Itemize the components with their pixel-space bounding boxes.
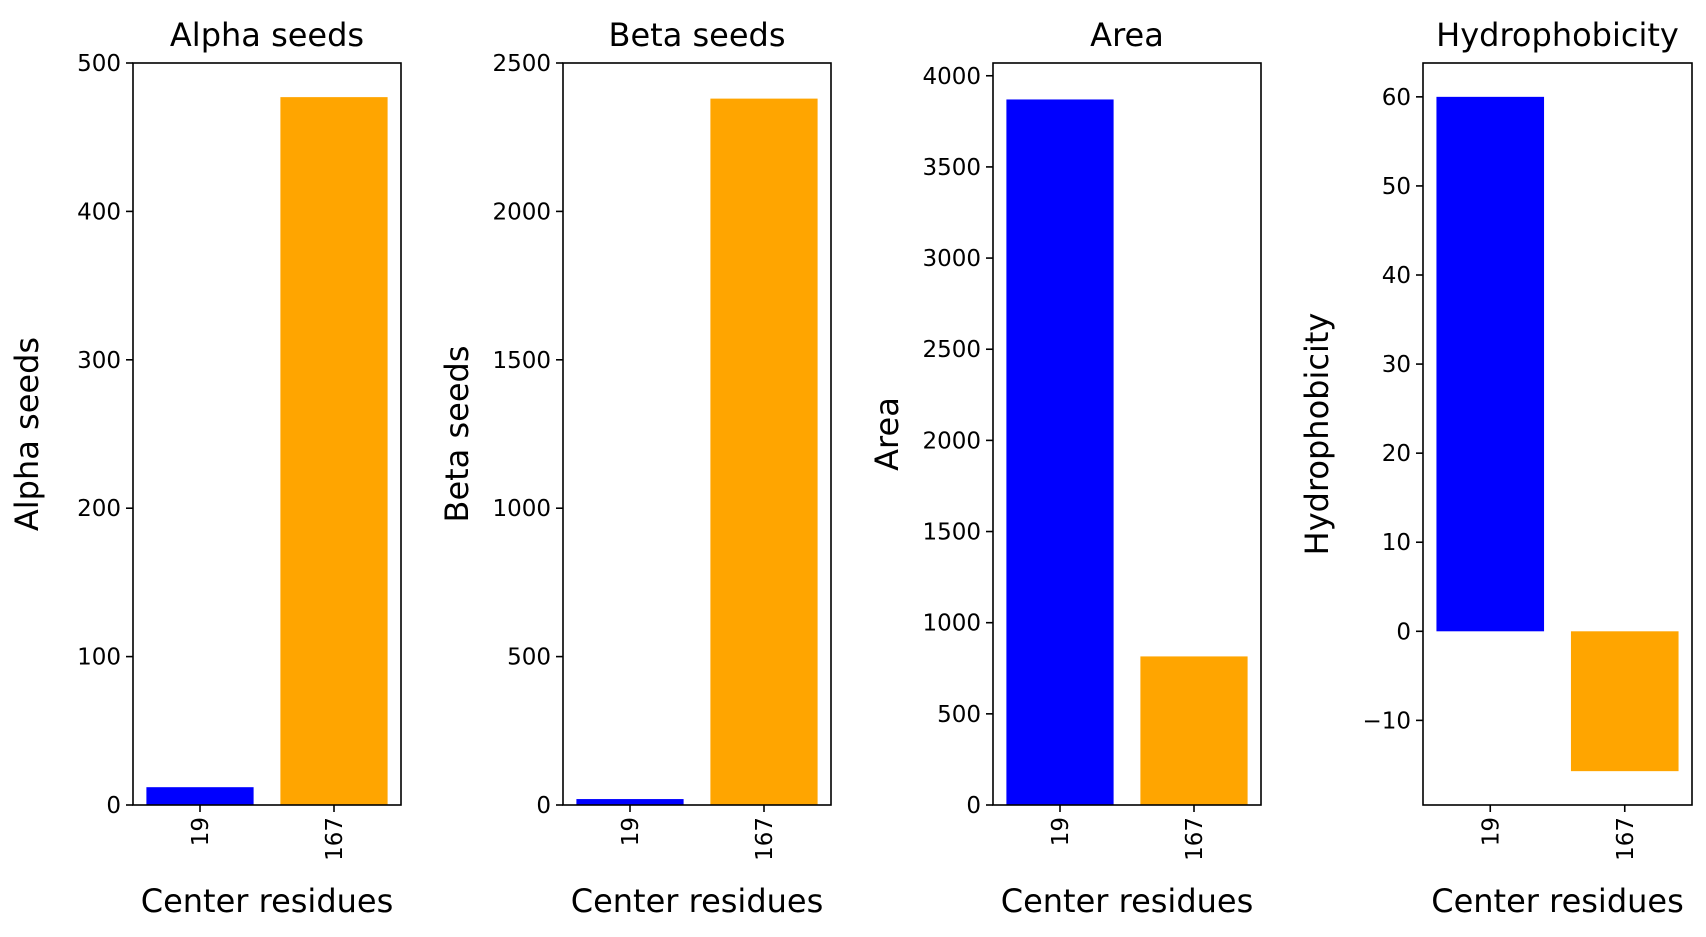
y-tick-label: 1000: [922, 611, 981, 637]
y-tick-label: 0: [106, 793, 121, 819]
y-tick-label: 0: [1396, 619, 1411, 645]
y-axis-label: Area: [868, 397, 906, 471]
x-tick-label: 167: [752, 817, 778, 861]
y-tick-label: 500: [77, 51, 121, 77]
bar-167: [710, 98, 818, 806]
x-tick-label: 19: [618, 817, 644, 846]
bar-19: [146, 787, 254, 805]
chart-title: Alpha seeds: [170, 16, 364, 54]
subplot-alpha-seeds: Alpha seeds Alpha seeds Center residues …: [8, 16, 402, 920]
axes-frame: [992, 62, 1262, 806]
y-tick-label: 2500: [922, 337, 981, 363]
y-tick-label: 2000: [492, 199, 551, 225]
y-tick-label: 50: [1382, 174, 1411, 200]
y-tick-label: 1500: [492, 348, 551, 374]
y-tick-label: 2000: [922, 428, 981, 454]
y-tick-label: 100: [77, 645, 121, 671]
chart-title: Area: [1090, 16, 1164, 54]
y-axis-label: Alpha seeds: [8, 337, 46, 531]
y-tick-label: 3000: [922, 246, 981, 272]
x-axis-label: Center residues: [141, 882, 394, 920]
bar-19: [1006, 99, 1114, 805]
bar-167: [1570, 631, 1679, 772]
x-tick-label: 167: [322, 817, 348, 861]
bar-19: [1436, 96, 1545, 632]
y-tick-label: 2500: [492, 51, 551, 77]
x-tick-label: 19: [1048, 817, 1074, 846]
y-tick-label: 500: [507, 645, 551, 671]
y-tick-label: 40: [1382, 263, 1411, 289]
bar-167: [1140, 656, 1248, 805]
axes-frame: [1422, 62, 1693, 806]
y-tick-label: 4000: [922, 64, 981, 90]
y-axis-label: Beta seeds: [438, 346, 476, 523]
x-tick-label: 167: [1182, 817, 1208, 861]
y-axis-label: Hydrophobicity: [1298, 313, 1336, 556]
x-axis-label: Center residues: [571, 882, 824, 920]
x-axis-label: Center residues: [1431, 882, 1684, 920]
y-tick-label: 3500: [922, 155, 981, 181]
chart-title: Beta seeds: [609, 16, 786, 54]
subplot-beta-seeds: Beta seeds Beta seeds Center residues 0 5…: [438, 16, 832, 920]
subplot-hydrophobicity: Hydrophobicity Hydrophobicity Center res…: [1298, 16, 1693, 920]
bar-167: [280, 97, 388, 805]
axes-frame: [562, 62, 832, 806]
y-tick-label: 1000: [492, 496, 551, 522]
y-tick-label: 60: [1382, 85, 1411, 111]
subplot-area: Area Area Center residues 0 500 1000 1500 20…: [868, 16, 1262, 920]
x-tick-label: 167: [1613, 817, 1639, 861]
axes-frame: [132, 62, 402, 806]
y-tick-label: 400: [77, 199, 121, 225]
y-tick-label: 300: [77, 348, 121, 374]
y-tick-label: 0: [536, 793, 551, 819]
y-tick-label: −10: [1362, 708, 1411, 734]
chart-title: Hydrophobicity: [1436, 16, 1679, 54]
y-tick-label: 10: [1382, 530, 1411, 556]
y-tick-label: 30: [1382, 352, 1411, 378]
x-tick-label: 19: [188, 817, 214, 846]
x-axis-label: Center residues: [1001, 882, 1254, 920]
y-tick-label: 200: [77, 496, 121, 522]
y-tick-label: 0: [966, 793, 981, 819]
y-tick-label: 500: [937, 702, 981, 728]
y-tick-label: 1500: [922, 520, 981, 546]
x-tick-label: 19: [1478, 817, 1504, 846]
y-tick-label: 20: [1382, 441, 1411, 467]
bar-19: [576, 799, 684, 805]
